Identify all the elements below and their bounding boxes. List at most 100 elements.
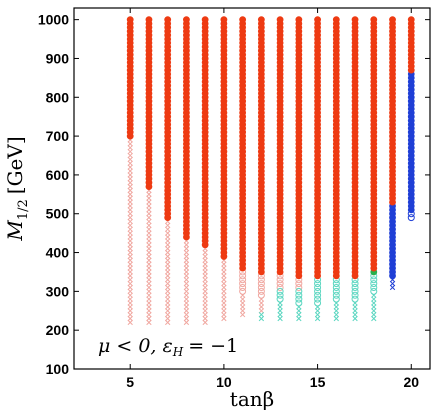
- pink-cross-point: [146, 203, 152, 209]
- marker-stroke: [239, 296, 246, 302]
- y-tick-label: 300: [46, 283, 70, 299]
- cyan-cross-point: [296, 308, 302, 314]
- pink-cross-point: [258, 308, 265, 314]
- pink-cross-point: [221, 288, 227, 295]
- pink-cross-point: [146, 261, 152, 267]
- marker-stroke: [221, 277, 227, 283]
- annotation-sub: H: [172, 345, 184, 359]
- pink-cross-point: [183, 304, 190, 310]
- pink-ring-point: [257, 287, 265, 295]
- y-tick-label: 200: [46, 322, 70, 338]
- marker-stroke: [127, 261, 133, 267]
- y-tick-label: 500: [46, 206, 70, 222]
- marker-stroke: [165, 304, 171, 310]
- cyan-cross-point: [314, 315, 321, 322]
- red-point: [370, 16, 378, 24]
- cyan-ring-point: [351, 280, 359, 288]
- blue-cross-point: [389, 284, 396, 291]
- pink-cross-point: [202, 308, 208, 314]
- marker-stroke: [389, 280, 396, 287]
- axis-ticks: [74, 8, 430, 370]
- marker-stroke: [165, 277, 171, 283]
- plot-frame: [73, 7, 431, 370]
- marker-stroke: [221, 280, 227, 287]
- pink-cross-point: [146, 280, 152, 287]
- marker-stroke: [146, 284, 152, 291]
- pink-ring-point: [239, 276, 247, 284]
- cyan-ring-point: [314, 287, 322, 295]
- pink-cross-point: [239, 312, 246, 318]
- marker-stroke: [127, 265, 133, 271]
- marker-stroke: [165, 292, 171, 298]
- pink-cross-point: [165, 257, 171, 263]
- marker-stroke: [202, 280, 208, 287]
- marker-stroke: [183, 242, 190, 248]
- marker-stroke: [127, 292, 133, 298]
- pink-cross-point: [127, 156, 133, 163]
- pink-cross-point: [183, 261, 190, 267]
- pink-ring-point: [276, 280, 284, 288]
- pink-cross-point: [183, 257, 190, 263]
- cyan-ring-point: [314, 299, 322, 307]
- pink-cross-point: [202, 253, 208, 260]
- pink-cross-point: [127, 312, 133, 318]
- marker-stroke: [146, 226, 152, 232]
- pink-cross-point: [146, 253, 152, 260]
- pink-cross-point: [127, 214, 133, 221]
- cyan-cross-point: [371, 300, 377, 306]
- y-tick-label: 100: [46, 361, 70, 377]
- marker-stroke: [314, 308, 321, 314]
- marker-stroke: [221, 261, 227, 267]
- marker-stroke: [127, 273, 133, 279]
- red-point: [351, 16, 359, 24]
- marker-stroke: [127, 246, 133, 252]
- marker-stroke: [146, 269, 152, 275]
- cyan-ring-point: [351, 287, 359, 295]
- marker-stroke: [202, 273, 208, 279]
- marker-stroke: [165, 261, 171, 267]
- red-point: [295, 16, 303, 24]
- marker-stroke: [202, 312, 208, 318]
- marker-stroke: [146, 257, 152, 263]
- pink-cross-point: [127, 187, 133, 194]
- marker-stroke: [127, 226, 133, 232]
- pink-cross-point: [183, 273, 190, 279]
- cyan-cross-point: [371, 312, 377, 318]
- pink-ring-point: [257, 276, 265, 284]
- marker-stroke: [127, 145, 133, 151]
- pink-cross-point: [127, 195, 133, 201]
- cyan-cross-point: [296, 315, 302, 322]
- marker-stroke: [165, 308, 171, 314]
- pink-cross-point: [165, 246, 171, 252]
- pink-cross-point: [165, 315, 171, 322]
- pink-cross-point: [127, 296, 133, 302]
- marker-stroke: [333, 315, 339, 322]
- pink-cross-point: [183, 280, 190, 287]
- marker-stroke: [127, 308, 133, 314]
- pink-cross-point: [165, 296, 171, 302]
- pink-cross-point: [183, 284, 190, 291]
- marker-stroke: [127, 176, 133, 182]
- pink-cross-point: [127, 145, 133, 151]
- marker-stroke: [127, 230, 133, 236]
- marker-stroke: [127, 284, 133, 291]
- red-point: [126, 16, 134, 24]
- marker-stroke: [146, 207, 152, 213]
- cyan-cross-point: [371, 296, 377, 302]
- marker-stroke: [183, 284, 190, 291]
- pink-cross-point: [183, 277, 190, 283]
- pink-ring-point: [239, 272, 247, 280]
- pink-cross-point: [127, 319, 133, 326]
- marker-stroke: [371, 312, 377, 318]
- pink-cross-point: [127, 238, 133, 244]
- marker-stroke: [165, 246, 171, 252]
- marker-stroke: [221, 315, 227, 322]
- marker-stroke: [165, 242, 171, 248]
- marker-stroke: [165, 257, 171, 263]
- pink-cross-point: [183, 253, 190, 260]
- marker-stroke: [296, 312, 302, 318]
- pink-cross-point: [127, 261, 133, 267]
- red-point: [407, 16, 415, 24]
- marker-stroke: [183, 308, 190, 314]
- pink-cross-point: [146, 292, 152, 298]
